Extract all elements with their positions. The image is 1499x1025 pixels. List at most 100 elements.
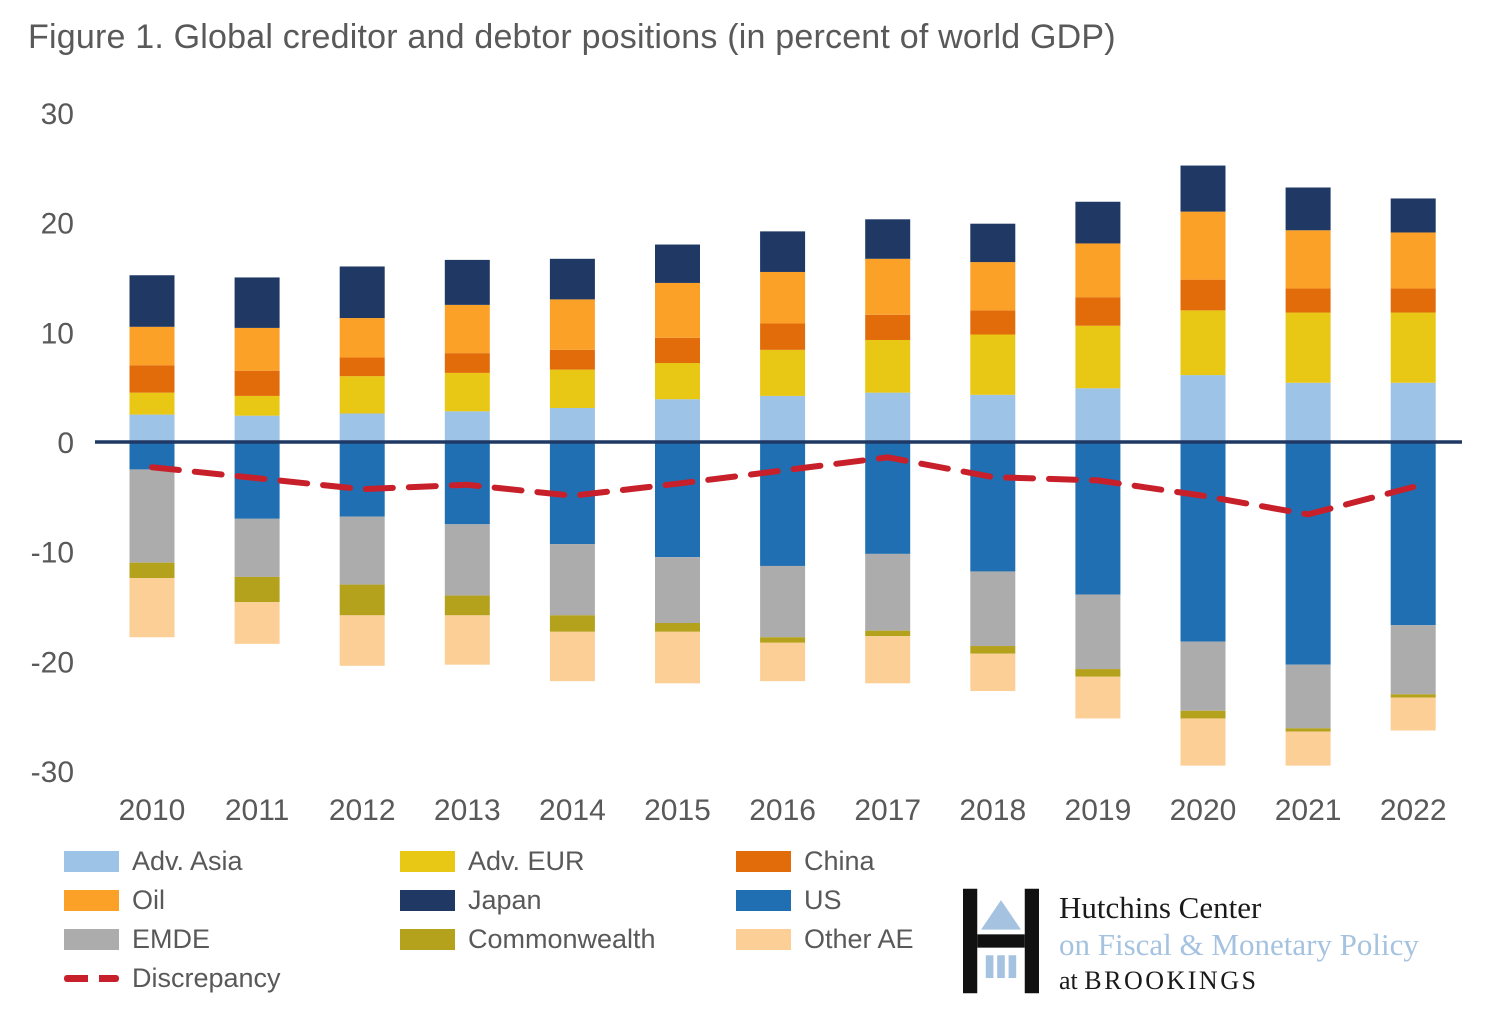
- bar-segment-emde-2014: [549, 544, 595, 616]
- bar-segment-oil-2021: [1285, 230, 1331, 289]
- bar-segment-china-2018: [970, 310, 1016, 335]
- x-axis-tick-label: 2019: [1065, 794, 1132, 827]
- bar-segment-emde-2012: [339, 516, 385, 585]
- bar-segment-china-2014: [549, 349, 595, 370]
- bar-segment-other-ae-2010: [129, 578, 175, 638]
- bar-segment-adv-asia-2021: [1285, 382, 1331, 442]
- bar-segment-other-ae-2012: [339, 615, 385, 666]
- y-axis-tick-label: -10: [31, 537, 74, 570]
- bar-segment-emde-2010: [129, 469, 175, 563]
- bar-segment-oil-2018: [970, 262, 1016, 311]
- x-axis-tick-label: 2021: [1275, 794, 1342, 827]
- bar-segment-japan-2011: [234, 277, 280, 328]
- legend-color-swatch: [64, 928, 119, 950]
- logo-line2: on Fiscal & Monetary Policy: [1059, 926, 1419, 962]
- discrepancy-line: [149, 454, 1417, 518]
- bar-segment-adv-asia-2015: [655, 399, 700, 442]
- bar-segment-adv-eur-2015: [655, 363, 700, 400]
- bar-segment-china-2010: [129, 365, 175, 393]
- bar-segment-japan-2015: [655, 244, 700, 283]
- bar-segment-adv-asia-2018: [970, 394, 1016, 442]
- bar-segment-other-ae-2015: [655, 631, 700, 684]
- bar-segment-adv-asia-2014: [549, 407, 595, 442]
- bar-segment-japan-2017: [865, 219, 911, 259]
- logo-text: Hutchins Center on Fiscal & Monetary Pol…: [1059, 888, 1419, 997]
- bar-segment-oil-2019: [1075, 243, 1121, 298]
- bar-segment-china-2017: [865, 314, 911, 340]
- bar-segment-us-2021: [1285, 442, 1331, 665]
- x-axis-tick-label: 2018: [959, 794, 1026, 827]
- legend-label: Commonwealth: [468, 923, 656, 954]
- legend-color-swatch: [64, 889, 119, 911]
- bar-segment-japan-2012: [339, 266, 385, 319]
- logo-line3-name: BROOKINGS: [1084, 966, 1259, 996]
- bar-segment-oil-2010: [129, 326, 175, 366]
- legend-item-china: China: [736, 846, 1066, 876]
- bar-segment-adv-asia-2020: [1180, 375, 1226, 442]
- bar-segment-commonwealth-2015: [655, 623, 700, 632]
- bar-segment-emde-2022: [1390, 625, 1436, 695]
- legend-label: US: [804, 884, 842, 915]
- bar-segment-adv-asia-2017: [865, 392, 911, 442]
- bar-segment-china-2012: [339, 357, 385, 377]
- legend-item-adv-eur: Adv. EUR: [400, 846, 736, 876]
- bar-segment-commonwealth-2012: [339, 584, 385, 616]
- logo-line3-prefix: at: [1059, 966, 1085, 996]
- bar-segment-other-ae-2013: [444, 615, 490, 665]
- bar-segment-adv-eur-2022: [1390, 312, 1436, 383]
- bar-segment-us-2022: [1390, 442, 1436, 626]
- bar-segment-commonwealth-2018: [970, 646, 1016, 654]
- legend-label: Other AE: [804, 923, 914, 954]
- bar-segment-commonwealth-2022: [1390, 694, 1436, 698]
- legend-color-swatch: [400, 850, 455, 872]
- bar-segment-emde-2021: [1285, 664, 1331, 729]
- x-axis-tick-label: 2012: [329, 794, 396, 827]
- bar-segment-japan-2010: [129, 275, 175, 327]
- bar-segment-other-ae-2022: [1390, 697, 1436, 731]
- legend-item-other-ae: Other AE: [736, 924, 1066, 954]
- x-axis-tick-label: 2015: [644, 794, 711, 827]
- x-axis-tick-label: 2020: [1170, 794, 1237, 827]
- bar-segment-emde-2017: [865, 553, 911, 631]
- bar-segment-adv-eur-2019: [1075, 325, 1121, 389]
- bar-segment-adv-eur-2020: [1180, 310, 1226, 376]
- legend: Adv. Asia Adv. EUR China Oil Japan US EMDE Comm…: [64, 846, 1074, 993]
- bar-segment-adv-asia-2019: [1075, 388, 1121, 442]
- x-axis-tick-label: 2013: [434, 794, 501, 827]
- bar-segment-adv-asia-2016: [760, 395, 806, 442]
- y-axis-tick-label: 10: [41, 317, 74, 350]
- bar-segment-commonwealth-2021: [1285, 728, 1331, 732]
- bar-segment-china-2020: [1180, 279, 1226, 311]
- hutchins-logo-icon: [963, 888, 1039, 994]
- legend-item-oil: Oil: [64, 885, 400, 915]
- legend-label: Adv. Asia: [132, 845, 243, 876]
- bar-segment-emde-2011: [234, 518, 280, 577]
- bar-segment-japan-2021: [1285, 187, 1331, 231]
- bar-segment-japan-2022: [1390, 198, 1436, 233]
- bar-segment-us-2012: [339, 442, 385, 517]
- bar-segment-adv-asia-2013: [444, 411, 490, 442]
- bar-segment-japan-2018: [970, 223, 1016, 263]
- bar-segment-japan-2014: [549, 258, 595, 300]
- legend-label: Japan: [468, 884, 542, 915]
- bar-segment-adv-eur-2018: [970, 334, 1016, 395]
- legend-label: Discrepancy: [132, 962, 281, 993]
- bar-segment-other-ae-2019: [1075, 676, 1121, 719]
- bar-segment-china-2015: [655, 337, 700, 364]
- bar-segment-other-ae-2014: [549, 631, 595, 682]
- bar-segment-emde-2016: [760, 565, 806, 638]
- bar-segment-emde-2013: [444, 524, 490, 596]
- bar-segment-adv-eur-2011: [234, 395, 280, 416]
- logo-line3: at BROOKINGS: [1059, 966, 1419, 997]
- bar-segment-japan-2016: [760, 231, 806, 272]
- bar-segment-emde-2015: [655, 557, 700, 624]
- bar-segment-adv-asia-2022: [1390, 382, 1436, 442]
- bar-segment-china-2021: [1285, 288, 1331, 313]
- legend-color-swatch: [400, 889, 455, 911]
- bar-segment-other-ae-2021: [1285, 731, 1331, 766]
- y-axis-tick-label: -30: [31, 756, 74, 789]
- legend-color-swatch: [736, 889, 791, 911]
- bar-segment-japan-2019: [1075, 201, 1121, 244]
